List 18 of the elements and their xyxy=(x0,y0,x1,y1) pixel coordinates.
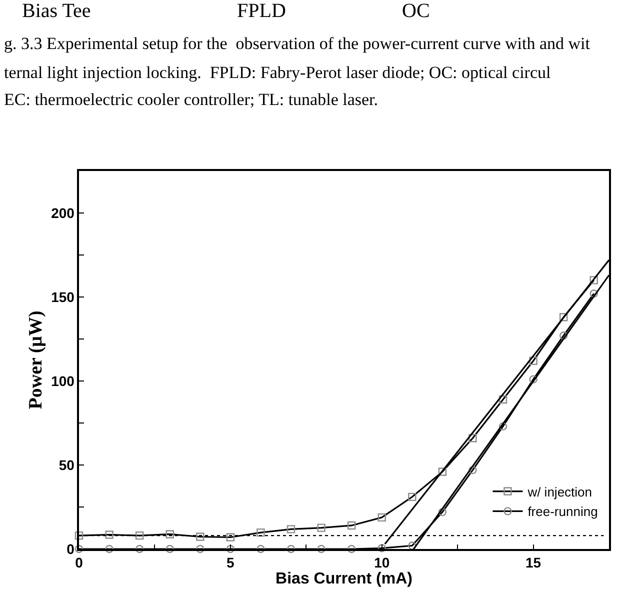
text: EC: thermoelectric cooler controller; TL: tunable laser. xyxy=(4,90,378,109)
text: OC xyxy=(402,0,430,22)
text: ternal light injection locking. FPLD: Fabry-Perot laser diode; OC: optical circul xyxy=(4,63,551,82)
x-tick-label: 5 xyxy=(226,554,235,571)
text: FPLD xyxy=(237,0,286,22)
y-tick-label: 200 xyxy=(51,204,75,221)
x-tick-label: 15 xyxy=(526,554,542,571)
y-axis-title: Power (μW) xyxy=(25,310,46,410)
y-tick-label: 0 xyxy=(66,540,75,557)
x-tick-label: 10 xyxy=(374,554,390,571)
text: g. 3.3 Experimental setup for the observation of the power-current curve with and wit xyxy=(4,34,590,53)
legend-label: free-running xyxy=(528,504,598,520)
y-tick-label: 100 xyxy=(51,372,75,389)
x-axis-title: Bias Current (mA) xyxy=(276,570,412,588)
y-tick-label: 150 xyxy=(51,288,75,305)
legend-label: w/ injection xyxy=(526,484,592,500)
y-tick-label: 50 xyxy=(58,456,75,473)
text: Bias Tee xyxy=(22,0,91,22)
